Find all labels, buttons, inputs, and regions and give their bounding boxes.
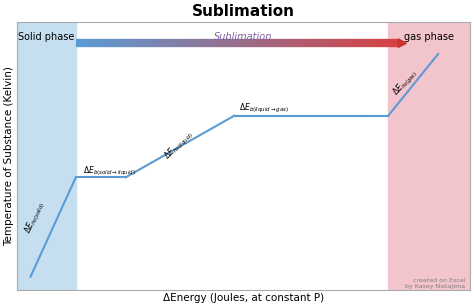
Text: created on Excel
by Kasey Nakajima: created on Excel by Kasey Nakajima xyxy=(405,278,465,289)
Text: $\Delta E_{hs(solid)}$: $\Delta E_{hs(solid)}$ xyxy=(21,199,48,235)
Text: $\Delta E_{hs(gas)}$: $\Delta E_{hs(gas)}$ xyxy=(391,67,421,99)
Bar xyxy=(17,22,76,290)
Text: $\Delta E_{b(liquid \rightarrow gas)}$: $\Delta E_{b(liquid \rightarrow gas)}$ xyxy=(239,102,289,115)
Text: Solid phase: Solid phase xyxy=(18,33,74,42)
X-axis label: ΔEnergy (Joules, at constant P): ΔEnergy (Joules, at constant P) xyxy=(163,293,324,303)
Bar xyxy=(388,22,470,290)
Text: Sublimation: Sublimation xyxy=(214,32,273,42)
Text: $\Delta E_{hs(liquid)}$: $\Delta E_{hs(liquid)}$ xyxy=(162,128,197,163)
Text: gas phase: gas phase xyxy=(404,33,454,42)
Y-axis label: Temperature of Substance (Kelvin): Temperature of Substance (Kelvin) xyxy=(4,66,14,246)
Title: Sublimation: Sublimation xyxy=(192,4,295,19)
Text: $\Delta E_{b(solid \rightarrow liquid)}$: $\Delta E_{b(solid \rightarrow liquid)}$ xyxy=(82,165,135,178)
